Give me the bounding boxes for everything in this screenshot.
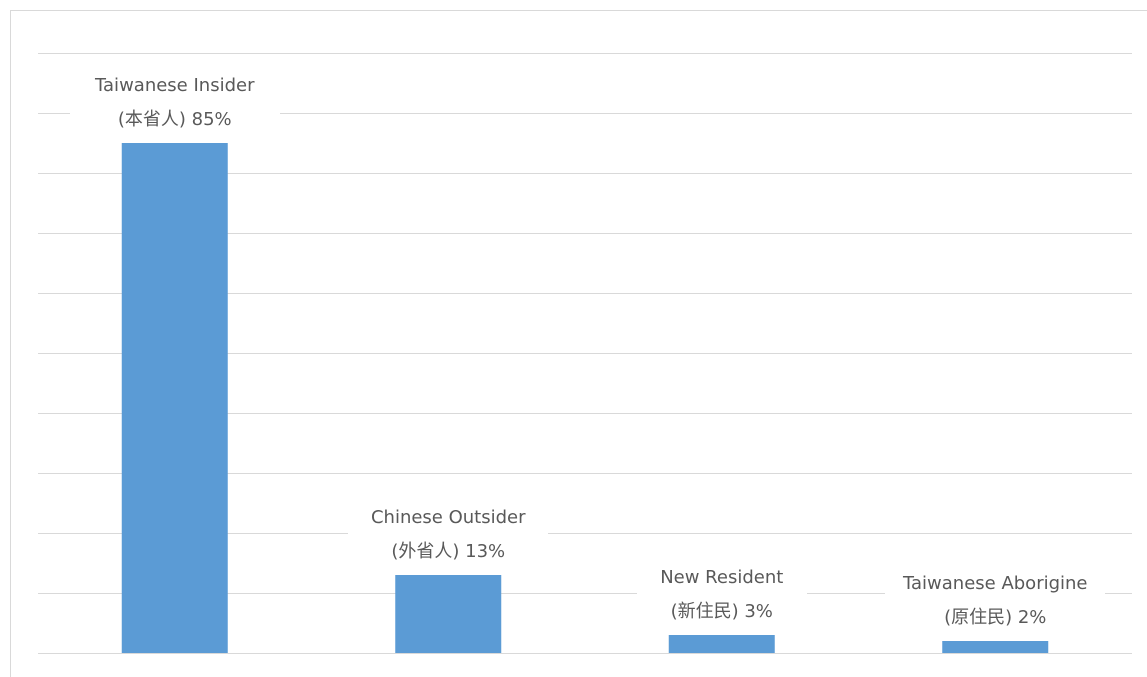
data-label: Taiwanese Insider (本省人) 85% — [69, 69, 280, 137]
value-label: 85% — [191, 109, 232, 130]
data-label: Taiwanese Aborigine (原住民) 2% — [885, 567, 1106, 635]
chart-border — [10, 10, 1147, 677]
bar — [668, 635, 775, 653]
data-label: Chinese Outsider (外省人) 13% — [348, 501, 549, 569]
value-label: 3% — [744, 601, 773, 622]
category-label: New Resident (新住民) — [660, 567, 784, 622]
bar — [395, 575, 502, 653]
value-label: 13% — [465, 541, 506, 562]
category-label: Taiwanese Insider (本省人) — [95, 75, 255, 130]
category-label: Taiwanese Aborigine (原住民) — [902, 573, 1088, 628]
value-label: 2% — [1017, 607, 1047, 628]
bar — [942, 641, 1049, 653]
bar — [121, 143, 228, 653]
data-label: New Resident (新住民) 3% — [636, 561, 807, 629]
category-label: Chinese Outsider (外省人) — [370, 507, 526, 562]
